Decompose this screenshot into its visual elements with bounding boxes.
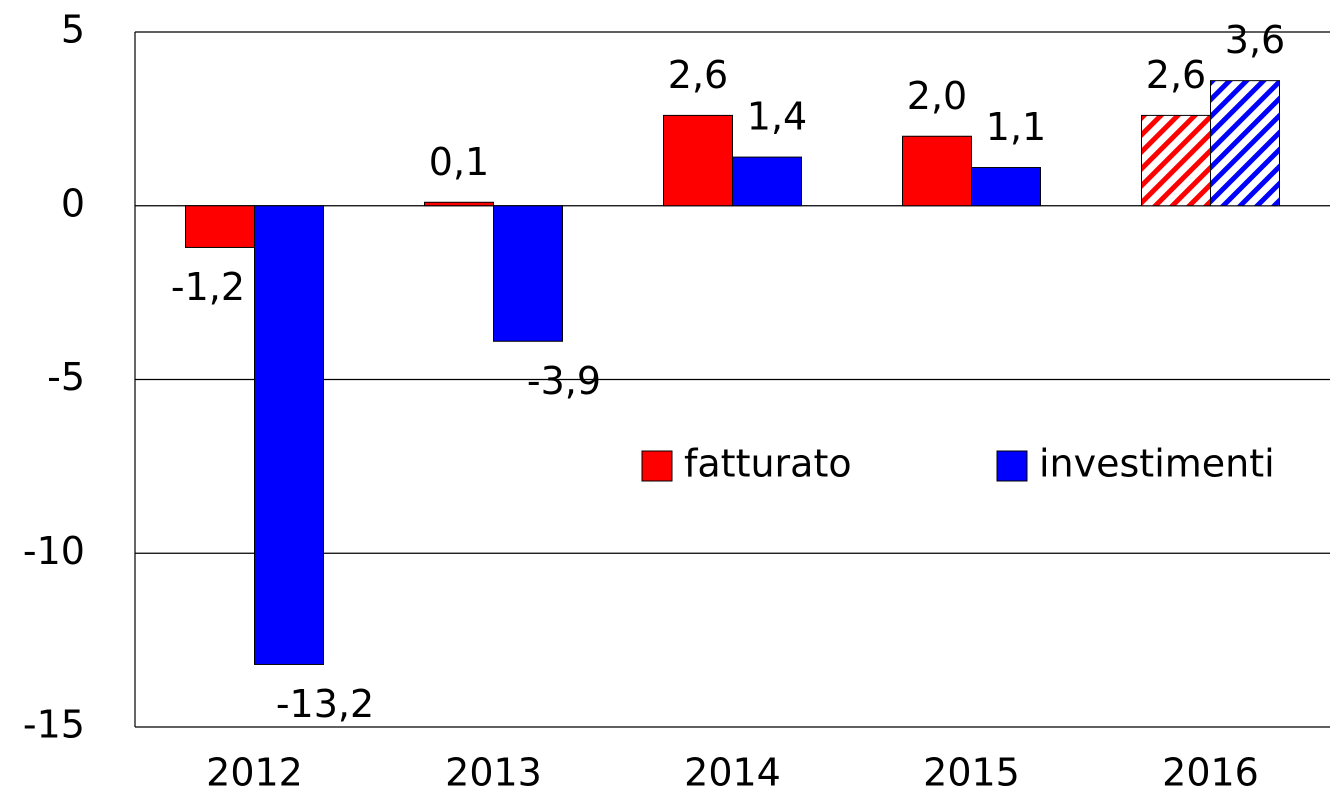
y-tick-label: -10: [23, 529, 85, 573]
value-label: 1,4: [747, 95, 807, 139]
value-label: -3,9: [527, 359, 601, 403]
legend-label: fatturato: [684, 442, 852, 486]
x-tick-label: 2013: [445, 751, 542, 795]
x-tick-label: 2012: [206, 751, 303, 795]
value-label: 2,0: [907, 74, 967, 118]
bar: [493, 205, 563, 342]
value-label: 3,6: [1225, 18, 1285, 62]
bar: [732, 156, 802, 207]
bar: [1210, 80, 1280, 207]
value-label: 0,1: [429, 140, 489, 184]
x-tick-label: 2015: [923, 751, 1020, 795]
value-label: -1,2: [171, 265, 245, 309]
x-tick-label: 2016: [1162, 751, 1259, 795]
bar: [185, 205, 255, 248]
legend-swatch: [641, 450, 673, 482]
value-label: 2,6: [1146, 53, 1206, 97]
bar: [663, 114, 733, 207]
bar: [1141, 114, 1211, 207]
bar: [424, 201, 494, 207]
value-label: 1,1: [986, 105, 1046, 149]
legend-label: investimenti: [1039, 442, 1275, 486]
bar: [971, 167, 1041, 207]
y-tick-label: -5: [47, 355, 85, 399]
y-tick-label: 5: [61, 8, 85, 52]
value-label: -13,2: [276, 682, 374, 726]
y-tick-label: 0: [61, 181, 85, 225]
bar: [254, 205, 324, 665]
y-tick-label: -15: [23, 703, 85, 747]
x-tick-label: 2014: [684, 751, 781, 795]
legend-swatch: [996, 450, 1028, 482]
value-label: 2,6: [668, 53, 728, 97]
bar: [902, 135, 972, 207]
